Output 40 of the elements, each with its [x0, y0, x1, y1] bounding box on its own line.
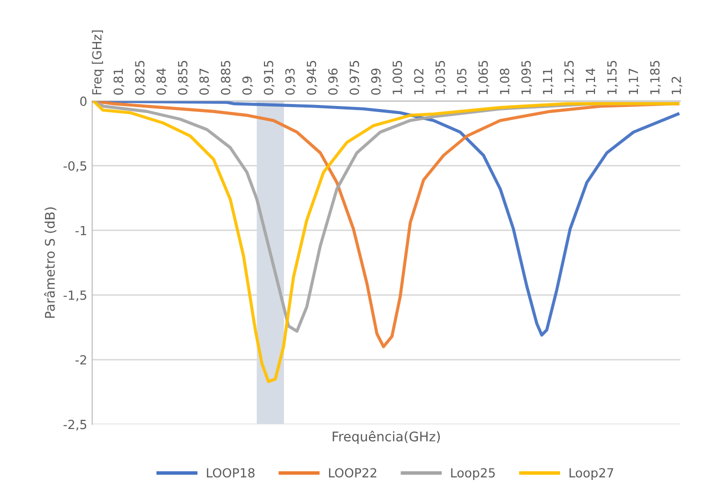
x-tick-label: 1,005 — [392, 60, 404, 94]
x-tick-label: 1,155 — [607, 60, 618, 94]
x-tick-label: 0,945 — [306, 60, 318, 95]
x-tick-label: Freq [GHz] — [92, 30, 104, 94]
x-tick-label: 0,99 — [371, 68, 382, 95]
x-tick-label: 0,885 — [220, 60, 232, 95]
x-tick-label: 1,17 — [628, 68, 640, 94]
legend-label: Loop25 — [451, 468, 495, 480]
x-tick-label: 0,87 — [199, 68, 210, 95]
x-axis-title: Frequência(GHz) — [332, 430, 440, 444]
x-tick-label: 0,975 — [350, 60, 360, 95]
x-tick-label: 1,05 — [456, 68, 468, 94]
y-tick-label: 0 — [80, 96, 87, 106]
x-tick-label: 0,81 — [114, 68, 124, 95]
x-tick-label: 0,855 — [178, 60, 189, 95]
x-tick-label: 0,825 — [135, 60, 146, 95]
legend-label: Loop27 — [570, 468, 614, 480]
y-tick-label: -0,5 — [64, 161, 86, 172]
x-tick-label: 1,065 — [478, 60, 490, 94]
x-tick-label: 1,08 — [500, 68, 511, 94]
legend-label: LOOP18 — [206, 468, 254, 478]
x-tick-label: 0,93 — [285, 68, 296, 95]
x-tick-label: 0,915 — [264, 60, 275, 95]
y-axis-title: Parâmetro S (dB) — [44, 207, 56, 318]
y-tick-label: -1 — [75, 226, 86, 236]
x-tick-label: 1,2 — [672, 76, 682, 94]
x-tick-label: 1,11 — [542, 68, 554, 94]
y-tick-label: -2 — [75, 355, 86, 364]
x-tick-label: 1,125 — [564, 60, 575, 94]
y-tick-label: -1,5 — [64, 290, 86, 302]
x-tick-label: 0,96 — [328, 68, 339, 95]
x-tick-label: 0,9 — [242, 76, 254, 95]
legend-label: LOOP22 — [329, 468, 376, 478]
x-tick-label: 1,095 — [521, 60, 532, 94]
y-tick-label: -2,5 — [64, 420, 86, 430]
x-tick-label: 1,02 — [414, 68, 425, 94]
x-tick-label: 0,84 — [156, 68, 168, 95]
x-tick-label: 1,14 — [586, 68, 596, 94]
x-tick-label: 1,185 — [650, 60, 661, 94]
x-tick-label: 1,035 — [435, 60, 446, 94]
